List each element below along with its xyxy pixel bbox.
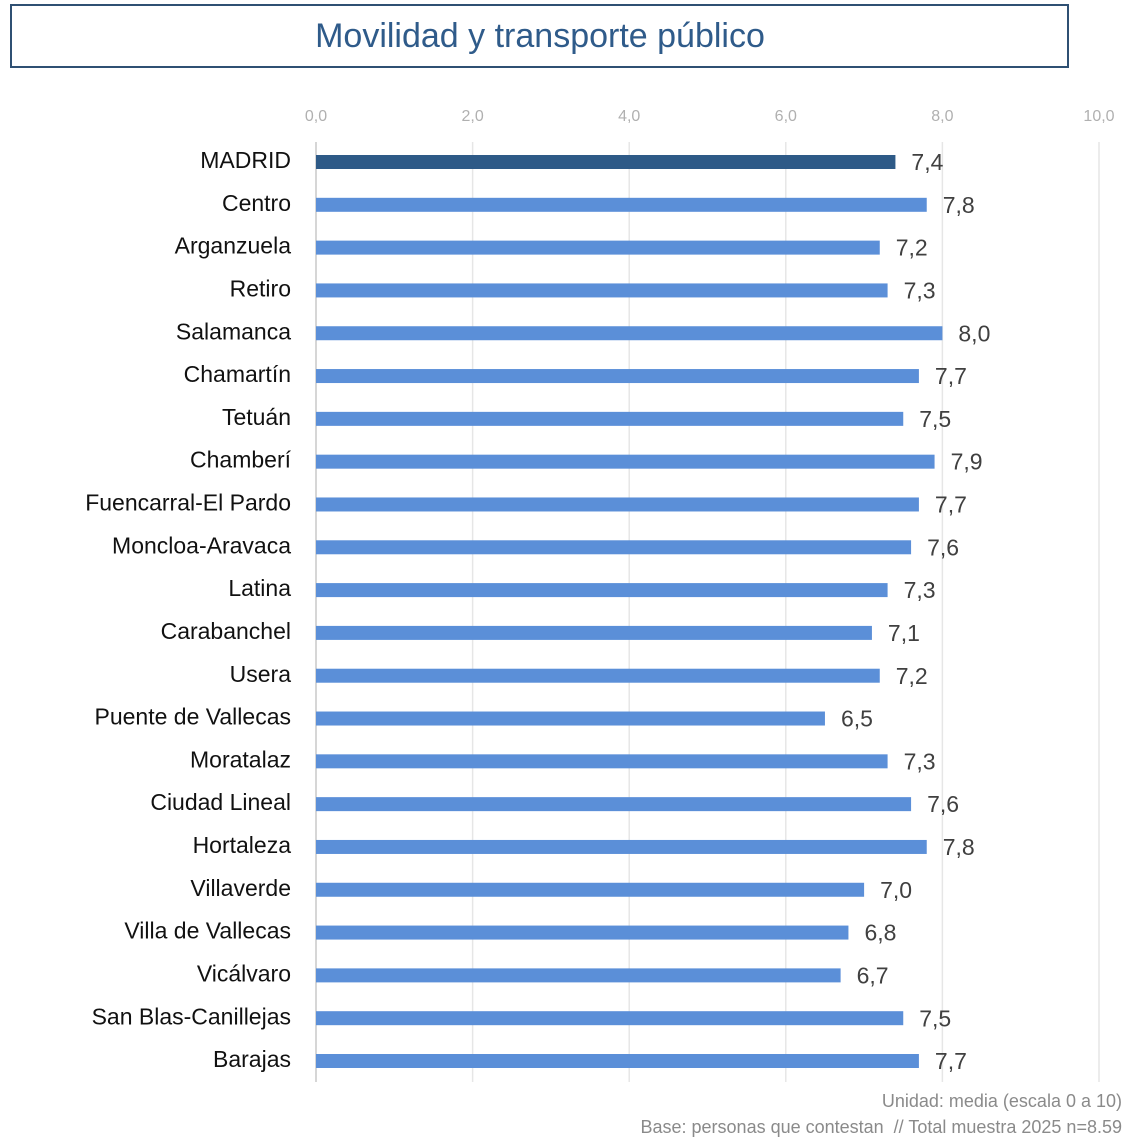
value-label: 7,2 — [896, 663, 928, 689]
value-label: 7,0 — [880, 877, 912, 903]
value-label: 7,7 — [935, 363, 967, 389]
value-label: 7,5 — [919, 1005, 951, 1031]
bar — [316, 839, 927, 854]
title-box — [10, 4, 1069, 68]
value-label: 7,4 — [911, 149, 943, 175]
value-label: 6,5 — [841, 706, 873, 732]
x-tick-label: 4,0 — [618, 108, 640, 125]
x-tick-label: 0,0 — [305, 108, 327, 125]
bar — [316, 369, 919, 384]
y-tick-label: Usera — [230, 661, 292, 687]
y-tick-label: Vicálvaro — [197, 960, 291, 986]
bar — [316, 1054, 919, 1068]
y-tick-label: Ciudad Lineal — [150, 789, 291, 815]
bar — [316, 968, 841, 983]
y-tick-label: Latina — [228, 575, 291, 601]
y-tick-label: Puente de Vallecas — [95, 704, 292, 730]
y-tick-label: MADRID — [200, 147, 291, 173]
value-label: 7,9 — [951, 449, 983, 475]
bar — [316, 797, 912, 812]
bar — [316, 540, 912, 555]
value-label: 7,3 — [904, 577, 936, 603]
y-tick-label: Arganzuela — [175, 233, 292, 259]
x-tick-label: 6,0 — [775, 108, 797, 125]
value-label: 7,5 — [919, 406, 951, 432]
value-label: 7,7 — [935, 492, 967, 518]
y-tick-label: Carabanchel — [161, 618, 291, 644]
bar — [316, 411, 904, 426]
y-tick-label: Chamberí — [190, 447, 292, 473]
bar — [316, 711, 825, 726]
bar — [316, 583, 888, 598]
y-tick-label: Hortaleza — [193, 832, 292, 858]
value-label: 8,0 — [958, 320, 990, 346]
value-label: 7,3 — [904, 278, 936, 304]
bar — [316, 326, 943, 341]
y-tick-label: Tetuán — [222, 404, 291, 430]
x-tick-label: 8,0 — [931, 108, 953, 125]
y-tick-label: Centro — [222, 190, 291, 216]
bar — [316, 497, 919, 512]
bar — [316, 197, 927, 212]
y-tick-label: Villaverde — [190, 875, 291, 901]
bar — [316, 925, 849, 940]
value-label: 6,7 — [857, 962, 889, 988]
bar — [316, 283, 888, 298]
value-label: 7,2 — [896, 235, 928, 261]
value-label: 6,8 — [864, 920, 896, 946]
x-tick-label: 10,0 — [1083, 108, 1114, 125]
value-label: 7,8 — [943, 834, 975, 860]
y-tick-label: Retiro — [230, 276, 291, 302]
y-tick-label: Fuencarral-El Pardo — [85, 490, 291, 516]
bar — [316, 454, 935, 469]
value-label: 7,7 — [935, 1048, 967, 1074]
x-tick-label: 2,0 — [461, 108, 483, 125]
bar — [316, 668, 880, 683]
y-tick-label: Moncloa-Aravaca — [112, 532, 291, 558]
y-tick-label: Moratalaz — [190, 746, 291, 772]
y-tick-label: San Blas-Canillejas — [92, 1003, 291, 1029]
y-tick-label: Salamanca — [176, 318, 291, 344]
y-tick-label: Barajas — [213, 1046, 291, 1072]
y-tick-label: Villa de Vallecas — [124, 918, 291, 944]
bar — [316, 625, 872, 640]
bar — [316, 882, 865, 897]
value-label: 7,6 — [927, 791, 959, 817]
bar — [316, 1011, 904, 1026]
value-label: 7,3 — [904, 748, 936, 774]
y-tick-label: Chamartín — [184, 361, 291, 387]
note: Unidad: media (escala 0 a 10) — [882, 1091, 1122, 1111]
note: Base: personas que contestan // Total mu… — [641, 1117, 1122, 1137]
value-label: 7,6 — [927, 534, 959, 560]
bar — [316, 155, 896, 169]
bar — [316, 754, 888, 769]
chart-title: Movilidad y transporte público — [315, 17, 765, 55]
bar — [316, 240, 880, 255]
value-label: 7,8 — [943, 192, 975, 218]
value-label: 7,1 — [888, 620, 920, 646]
